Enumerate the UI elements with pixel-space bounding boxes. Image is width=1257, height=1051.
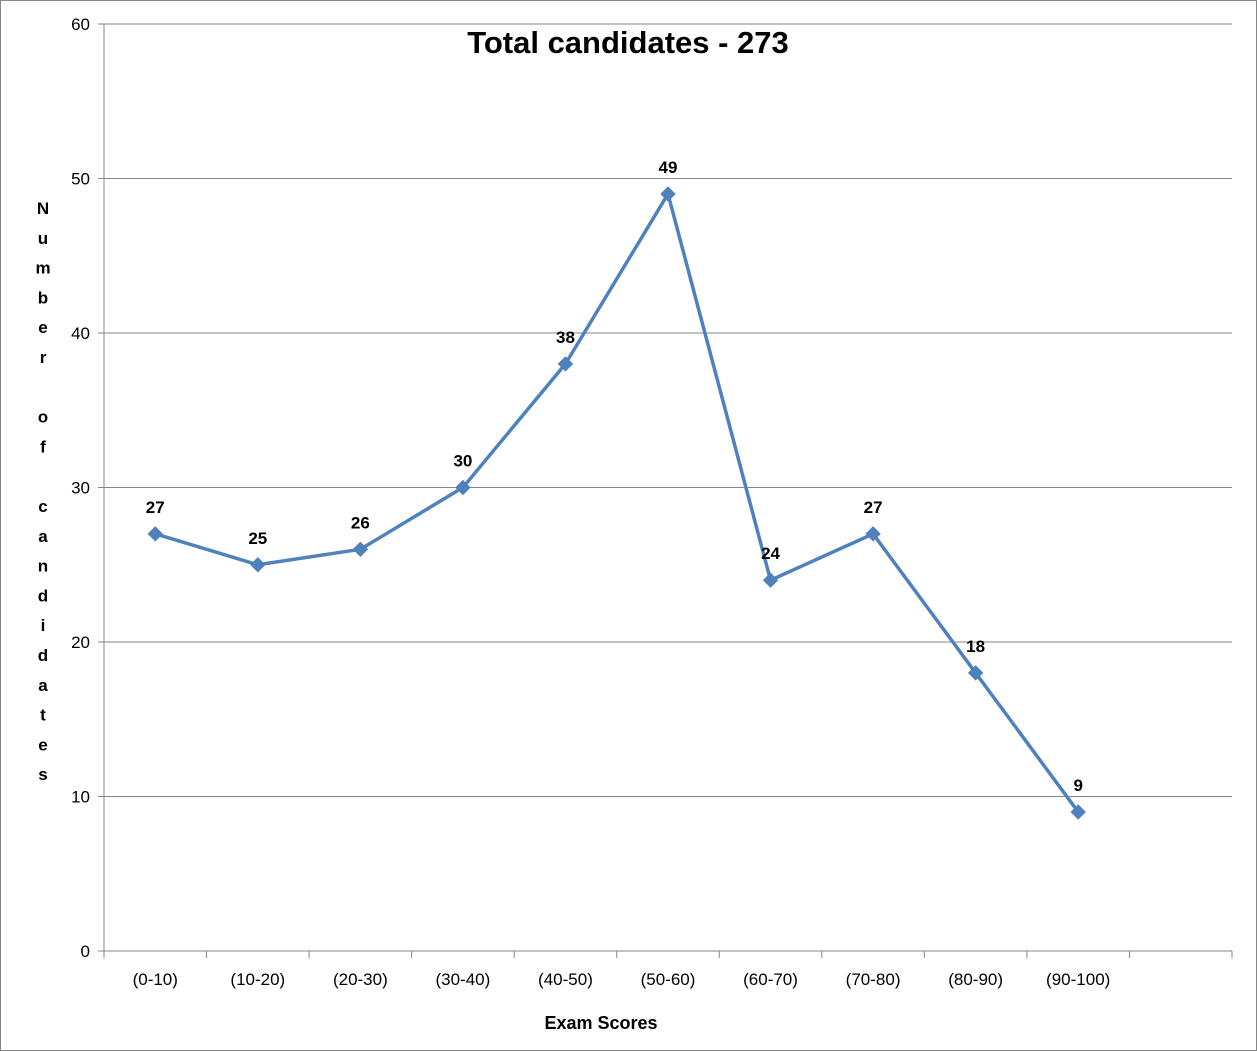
y-axis-title-char: a	[38, 527, 48, 546]
data-labels: 27 25 26 30 38 49 24 27 18 9	[146, 158, 1083, 795]
data-label: 38	[556, 328, 575, 347]
x-tick-label: (50-60)	[641, 970, 696, 989]
data-point-marker	[250, 557, 266, 573]
data-label: 25	[248, 529, 267, 548]
x-tick-label: (10-20)	[230, 970, 285, 989]
x-tick-label: (20-30)	[333, 970, 388, 989]
y-axis-title-char: i	[41, 616, 46, 635]
data-point-marker	[865, 526, 881, 542]
data-label: 9	[1073, 776, 1082, 795]
data-label: 27	[864, 498, 883, 517]
x-tick-label: (80-90)	[948, 970, 1003, 989]
x-tick-label: (30-40)	[436, 970, 491, 989]
data-label: 24	[761, 544, 780, 563]
chart-title: Total candidates - 273	[467, 25, 789, 60]
y-tick-label: 20	[71, 633, 90, 652]
y-tick-label: 30	[71, 479, 90, 498]
data-point-marker	[660, 186, 676, 202]
y-tick-label: 60	[71, 15, 90, 34]
x-axis-title: Exam Scores	[544, 1013, 657, 1033]
data-label: 30	[453, 452, 472, 471]
y-axis-title-char: d	[38, 646, 48, 665]
data-label: 49	[659, 158, 678, 177]
data-point-marker	[455, 479, 471, 496]
y-axis-title-char: n	[38, 557, 48, 576]
y-tick-label: 0	[81, 942, 90, 961]
data-point-marker	[967, 665, 984, 681]
series-line	[154, 192, 1080, 813]
gridlines	[104, 23, 1232, 797]
y-tick-labels: 0 10 20 30 40 50 60	[71, 15, 90, 961]
x-tick-label: (70-80)	[846, 970, 901, 989]
axes	[98, 23, 1233, 958]
y-axis-title-char: u	[38, 229, 48, 248]
data-label: 27	[146, 498, 165, 517]
y-tick-label: 10	[71, 788, 90, 807]
y-tick-label: 50	[71, 170, 90, 189]
y-axis-title-char: b	[38, 288, 48, 307]
y-axis-title-char: c	[38, 497, 47, 516]
y-tick-label: 40	[71, 324, 90, 343]
data-point-marker	[147, 526, 163, 542]
y-axis-title-char: d	[38, 586, 48, 605]
x-tick-label: (40-50)	[538, 970, 593, 989]
y-axis-title-char: r	[40, 348, 47, 367]
y-axis-title-char: t	[40, 706, 46, 725]
data-point-marker	[352, 541, 369, 558]
y-axis-title-char: N	[37, 199, 49, 218]
y-axis-title-char: e	[38, 735, 47, 754]
data-point-marker	[1070, 804, 1086, 820]
y-axis-title-char: a	[38, 676, 48, 695]
data-markers	[147, 186, 1086, 820]
y-axis-title-char: e	[38, 318, 47, 337]
data-label: 18	[966, 637, 985, 656]
y-axis-title-char: s	[38, 765, 47, 784]
data-point-marker	[557, 356, 574, 372]
y-axis-title-char: f	[40, 437, 46, 456]
series-line-0	[154, 192, 1080, 813]
x-tick-label: (0-10)	[133, 970, 178, 989]
data-point-marker	[762, 572, 779, 588]
x-tick-label: (60-70)	[743, 970, 798, 989]
x-tick-labels: (0-10) (10-20) (20-30) (30-40) (40-50) (50-60…	[133, 970, 1111, 989]
x-tick-label: (90-100)	[1046, 970, 1110, 989]
y-axis-title-char: o	[38, 408, 48, 427]
data-label: 26	[351, 513, 370, 532]
y-axis-title-char: m	[35, 259, 50, 278]
